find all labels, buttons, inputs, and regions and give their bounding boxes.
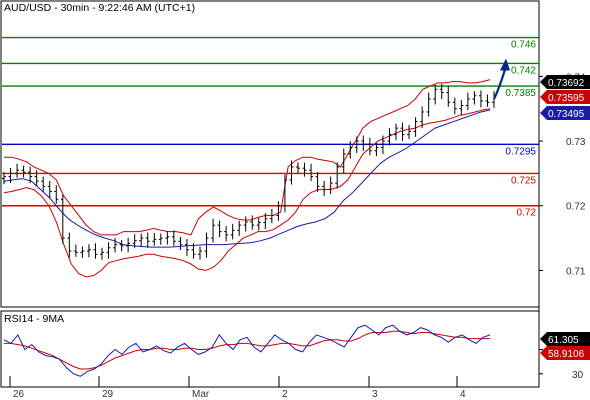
rsi-y-tick-label: 30 [572, 370, 584, 381]
level-lines: 0.746 0.742 0.7385 0.7295 0.725 0.72 [2, 36, 539, 219]
rsi-tag-label-rsi: 61.305 [548, 335, 579, 346]
level-label-0.725: 0.725 [511, 175, 536, 186]
price-y-tick-label: 0.71 [566, 266, 586, 277]
value-tag-label-lower_band: 0.73495 [548, 109, 585, 120]
rsi-lines [3, 324, 491, 377]
rsi-polyline [3, 324, 491, 377]
value-tag-label-upper_band: 0.73595 [548, 93, 585, 104]
bollinger-lower-line [3, 108, 491, 278]
rsi-tag-label-rsi_ma: 58.9106 [548, 349, 585, 360]
price-y-tick-label: 0.72 [566, 202, 586, 213]
time-x-axis: 26 29 Mar 2 3 4 [9, 376, 466, 400]
value-tag-upper_band [540, 90, 590, 104]
x-tick-label: 26 [13, 389, 25, 400]
level-label-0.7385: 0.7385 [505, 88, 536, 99]
bollinger-bands [3, 79, 491, 278]
projection-arrow-shaft [493, 69, 507, 100]
moving-average-line [3, 109, 491, 248]
x-tick-label: Mar [192, 389, 210, 400]
moving-average-polyline [3, 109, 491, 248]
price-value-tags: 0.73692 0.73595 0.73495 [540, 75, 590, 120]
level-label-0.742: 0.742 [511, 65, 536, 76]
chart-title: AUD/USD - 30min - 9:22:46 AM (UTC+1) [4, 2, 195, 14]
projection-arrow-head [500, 58, 510, 71]
value-tag-label-price: 0.73692 [548, 78, 585, 89]
rsi-tag-rsi [540, 332, 590, 346]
rsi-ma-polyline [4, 330, 490, 370]
level-label-0.7295: 0.7295 [505, 146, 536, 157]
rsi-panel-title: RSI14 - 9MA [4, 313, 64, 325]
bollinger-upper-line [4, 79, 491, 236]
x-tick-label: 2 [282, 389, 288, 400]
value-tag-price [540, 75, 590, 89]
level-label-0.72: 0.72 [517, 208, 537, 219]
x-tick-label: 3 [372, 389, 378, 400]
projection-arrow-group [493, 58, 510, 100]
x-tick-label: 29 [102, 389, 114, 400]
price-candles [2, 83, 496, 260]
value-tag-lower_band [540, 106, 590, 120]
price-y-tick-label: 0.73 [566, 137, 586, 148]
level-label-0.746: 0.746 [511, 40, 536, 51]
rsi-tag-rsi_ma [540, 346, 590, 360]
price-panel-frame [0, 0, 540, 308]
x-tick-label: 4 [460, 389, 466, 400]
